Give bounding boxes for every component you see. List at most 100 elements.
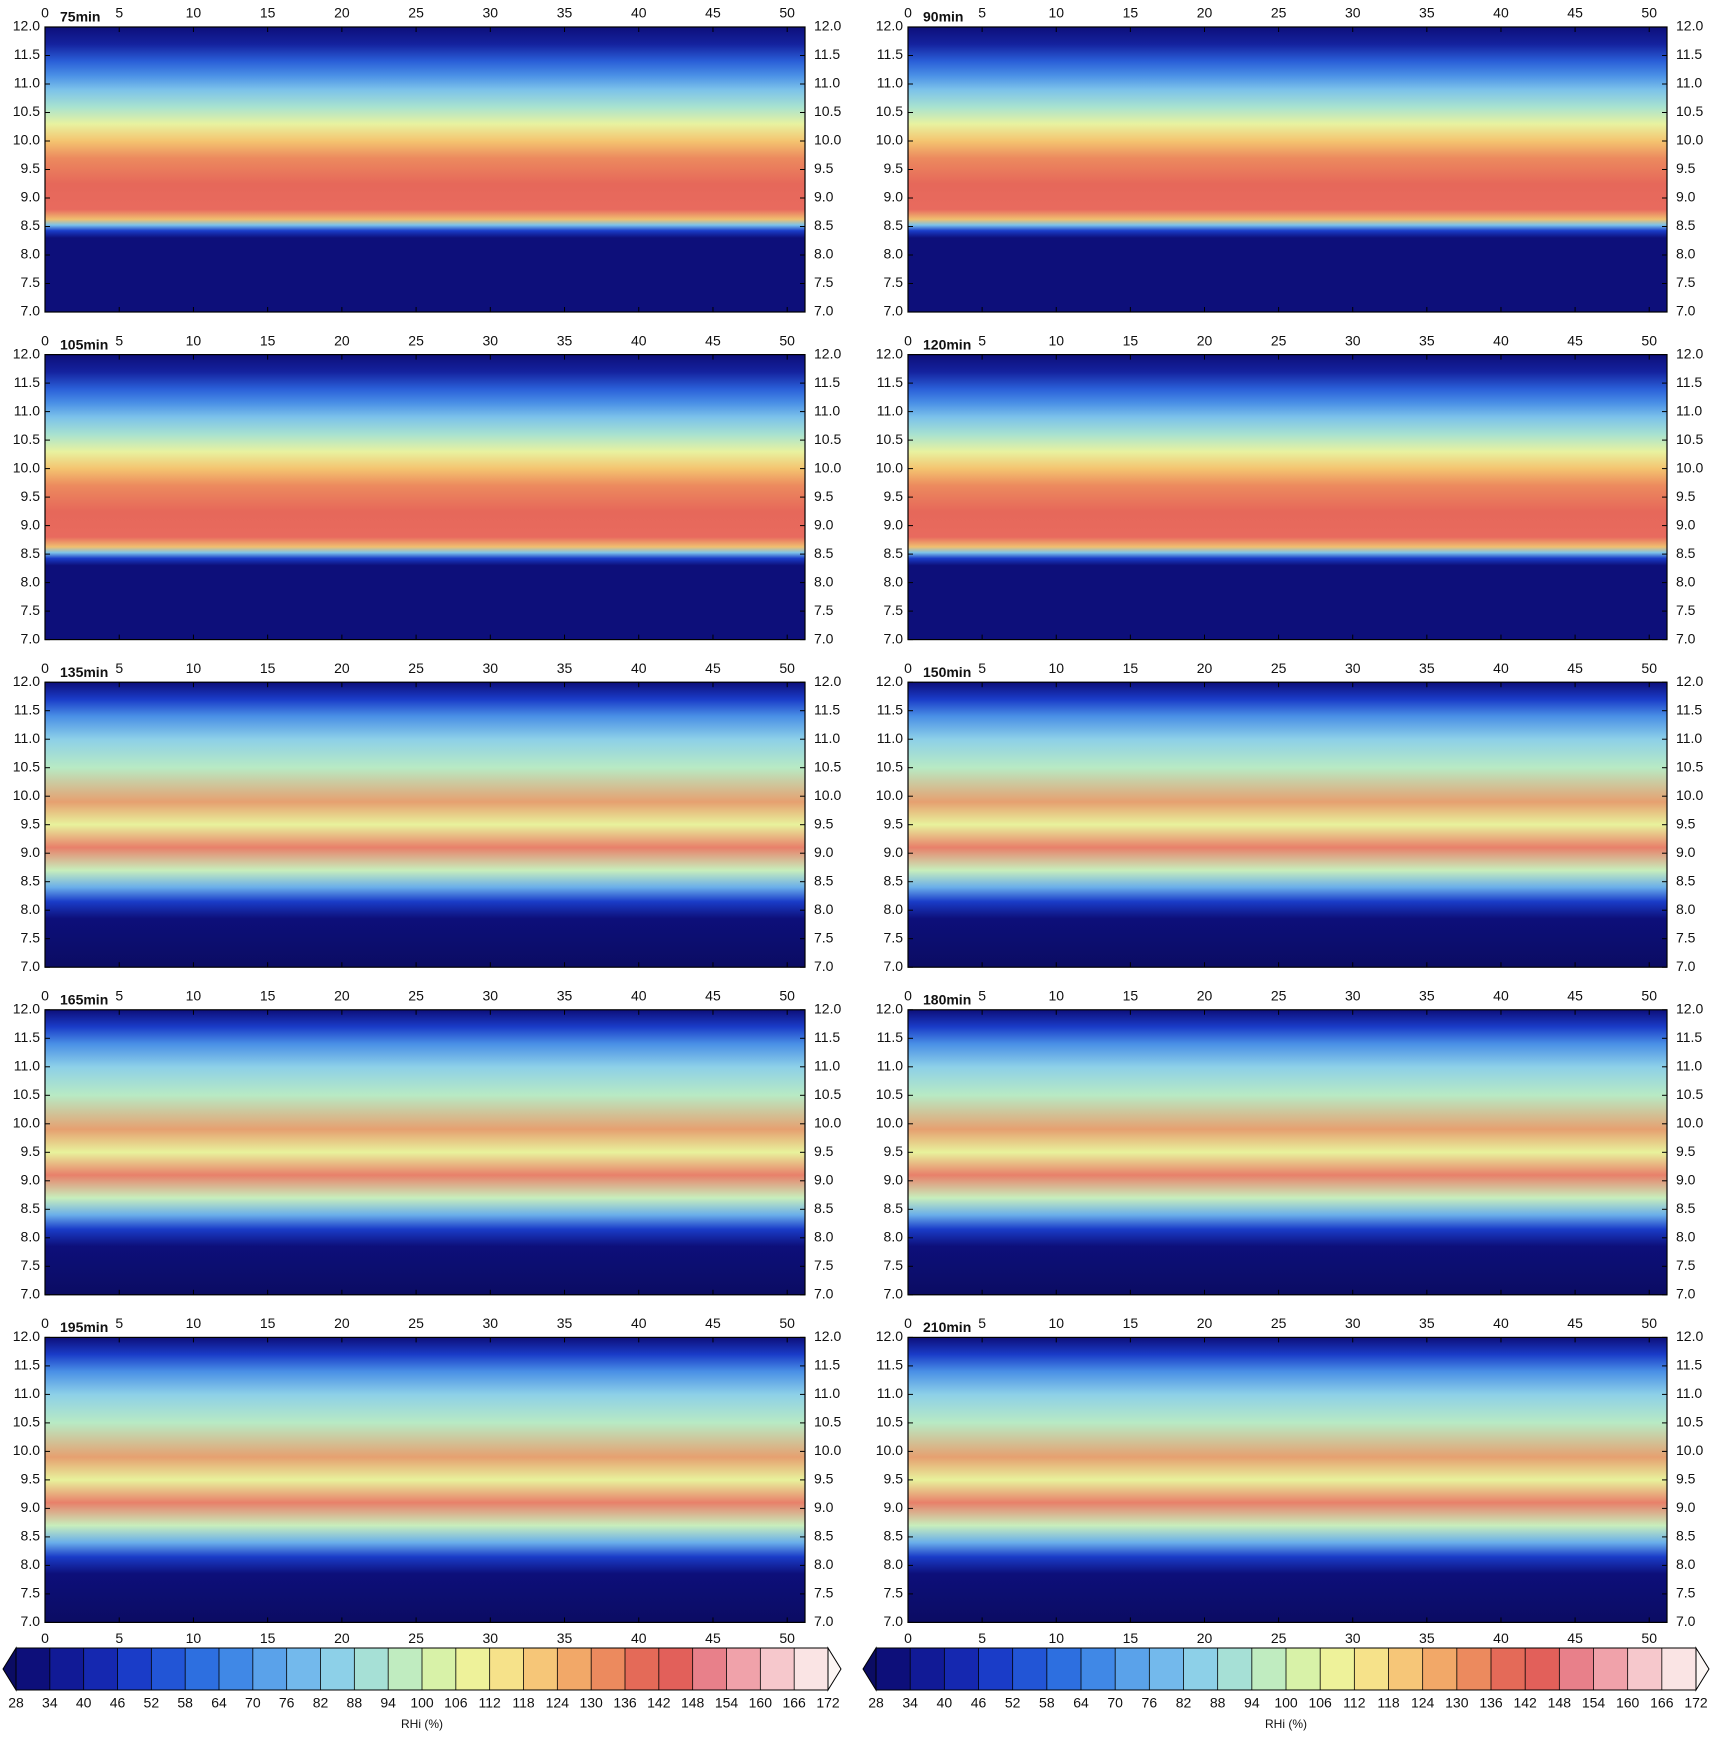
panel-title: 90min: [923, 9, 963, 25]
x-tick-label: 10: [1048, 5, 1064, 21]
y-tick-label: 12.0: [13, 673, 40, 689]
y-tick-label: 11.5: [14, 701, 40, 717]
color-bin: [422, 1648, 457, 1690]
colorbar-tick-label: 70: [1107, 1695, 1123, 1711]
x-tick-label: 15: [260, 660, 276, 676]
panel: 0 5 10 15 20 25 30 35 40 45 50 7.0 7.0 7.5 7.5 8.0 8.0 8.…: [13, 660, 842, 974]
y-tick-label: 11.0: [14, 730, 40, 746]
y-tick-label: 7.0: [814, 1613, 834, 1629]
x-tick-label: 20: [334, 988, 350, 1004]
colorbar-tick-label: 76: [279, 1695, 295, 1711]
y-tick-label: 12.0: [814, 1328, 841, 1344]
y-tick-label: 12.0: [876, 345, 903, 361]
x-tick-label: 35: [557, 1315, 573, 1331]
y-tick-label: 9.5: [814, 1143, 834, 1159]
y-tick-label: 9.0: [814, 844, 834, 860]
y-tick-label: 9.0: [814, 1499, 834, 1515]
x-tick-label: 25: [1271, 1630, 1287, 1646]
colorbar-tick-label: 76: [1142, 1695, 1158, 1711]
y-tick-label: 8.5: [1676, 217, 1696, 233]
x-tick-label: 5: [115, 5, 123, 21]
panel-title: 195min: [60, 1319, 108, 1335]
y-tick-label: 11.0: [14, 1385, 40, 1401]
y-tick-label: 7.0: [21, 1286, 41, 1302]
y-tick-label: 7.5: [1676, 1585, 1696, 1601]
x-tick-label: 10: [1048, 1315, 1064, 1331]
y-tick-label: 7.5: [1676, 274, 1696, 290]
y-tick-label: 9.5: [884, 1471, 904, 1487]
color-bin: [591, 1648, 626, 1690]
y-tick-label: 11.0: [877, 1058, 903, 1074]
y-tick-label: 11.5: [877, 374, 903, 390]
y-tick-label: 8.5: [814, 872, 834, 888]
y-tick-label: 11.0: [1676, 730, 1702, 746]
color-bin: [354, 1648, 389, 1690]
y-tick-label: 7.0: [814, 1286, 834, 1302]
y-tick-label: 9.5: [884, 1143, 904, 1159]
x-tick-label: 45: [705, 1315, 721, 1331]
x-tick-label: 0: [904, 660, 912, 676]
color-bin: [252, 1648, 288, 1690]
color-bin: [83, 1648, 118, 1690]
x-tick-label: 35: [557, 988, 573, 1004]
color-bin: [1251, 1648, 1287, 1690]
panel: 0 5 10 15 20 25 30 35 40 45 50 7.0 7.0 7.5 7.5 8.0 8.0 8.…: [13, 5, 842, 319]
x-tick-label: 15: [260, 5, 276, 21]
x-tick-label: 30: [483, 5, 499, 21]
y-tick-label: 7.0: [884, 630, 904, 646]
color-bin: [388, 1648, 423, 1690]
x-tick-label: 20: [1197, 660, 1213, 676]
y-tick-label: 11.5: [877, 701, 903, 717]
field: [908, 27, 1667, 312]
x-tick-label: 45: [1567, 332, 1583, 348]
colorbar-tick-label: 136: [613, 1695, 637, 1711]
colorbar-tick-label: 94: [1244, 1695, 1260, 1711]
y-tick-label: 7.5: [884, 1257, 904, 1273]
x-tick-label: 15: [1123, 988, 1139, 1004]
x-tick-label: 20: [1197, 5, 1213, 21]
x-tick-label: 10: [1048, 988, 1064, 1004]
x-tick-label: 35: [557, 660, 573, 676]
x-tick-label: 5: [978, 988, 986, 1004]
y-tick-label: 12.0: [814, 345, 841, 361]
color-bin: [760, 1648, 795, 1690]
y-tick-label: 10.0: [814, 1442, 841, 1458]
x-tick-label: 35: [1419, 5, 1435, 21]
color-bin: [1388, 1648, 1424, 1690]
y-tick-label: 7.5: [1676, 602, 1696, 618]
x-tick-label: 15: [1123, 660, 1139, 676]
colorbar-tick-label: 46: [971, 1695, 987, 1711]
y-tick-label: 10.0: [1676, 1442, 1703, 1458]
y-tick-label: 10.5: [876, 758, 903, 774]
y-tick-label: 10.0: [13, 132, 40, 148]
y-tick-label: 10.5: [13, 1086, 40, 1102]
x-tick-label: 40: [631, 1630, 647, 1646]
y-tick-label: 7.5: [1676, 1257, 1696, 1273]
color-bin: [185, 1648, 220, 1690]
y-tick-label: 8.5: [1676, 1528, 1696, 1544]
color-bin: [1422, 1648, 1458, 1690]
x-tick-label: 5: [978, 1630, 986, 1646]
y-tick-label: 11.5: [1676, 374, 1702, 390]
y-tick-label: 8.5: [1676, 872, 1696, 888]
x-tick-label: 25: [1271, 1315, 1287, 1331]
panel-title: 75min: [60, 9, 100, 25]
y-tick-label: 7.0: [1676, 630, 1696, 646]
y-tick-label: 9.0: [21, 844, 41, 860]
y-tick-label: 9.5: [884, 488, 904, 504]
color-bin: [1661, 1648, 1697, 1690]
x-tick-label: 0: [904, 988, 912, 1004]
y-tick-label: 11.5: [1676, 1357, 1702, 1373]
y-tick-label: 10.0: [1676, 459, 1703, 475]
colorbar-tick-label: 82: [1176, 1695, 1192, 1711]
colorbar-tick-label: 130: [579, 1695, 603, 1711]
color-bin: [1115, 1648, 1150, 1690]
colorbar-tick-label: 64: [1073, 1695, 1089, 1711]
colorbar-tick-label: 46: [110, 1695, 126, 1711]
colorbar-tick-label: 148: [1548, 1695, 1572, 1711]
panel-title: 135min: [60, 664, 108, 680]
x-tick-label: 20: [334, 5, 350, 21]
x-tick-label: 10: [186, 1315, 202, 1331]
y-tick-label: 11.5: [1676, 46, 1702, 62]
panel: 0 0 5 5 10 10 15 15 20 20 25 25 30 30 35 35 40 40 45 45 50 50…: [876, 1315, 1704, 1646]
